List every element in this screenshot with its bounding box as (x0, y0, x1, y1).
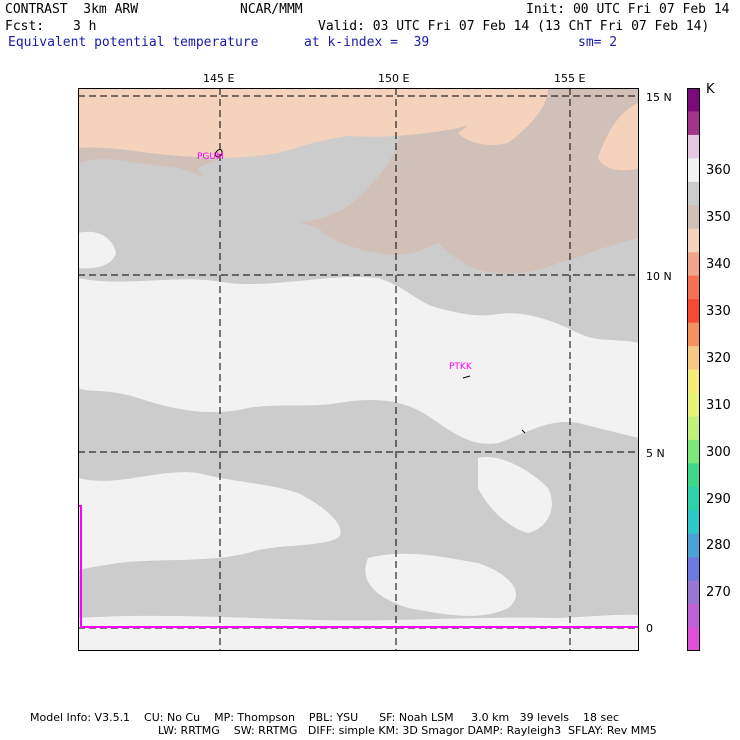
colorbar-swatch (687, 181, 700, 206)
colorbar-swatch (687, 205, 700, 230)
field-name: Equivalent potential temperature (8, 35, 259, 50)
white-band-equator (78, 614, 639, 651)
lat-tick-0: 0 (646, 622, 653, 635)
colorbar-label: 360 (706, 163, 731, 179)
colorbar-unit: K (706, 82, 715, 97)
peach-region-east (598, 103, 639, 171)
colorbar-swatch (687, 88, 700, 112)
lat-tick-5: 5 N (646, 447, 665, 460)
smoothing-info: sm= 2 (578, 35, 618, 50)
model-info-line2: LW: RRTMG SW: RRTMG DIFF: simple KM: 3D … (158, 724, 657, 737)
colorbar-swatch (687, 158, 700, 183)
valid-time: Valid: 03 UTC Fri 07 Feb 14 (13 ChT Fri … (318, 19, 710, 34)
colorbar-label: 300 (706, 444, 731, 460)
colorbar-label: 350 (706, 210, 731, 225)
forecast-label: Fcst: (5, 19, 45, 34)
colorbar-swatch (687, 416, 700, 441)
colorbar-swatch (687, 299, 700, 324)
colorbar-swatch (687, 463, 700, 488)
colorbar-swatch (687, 510, 700, 535)
colorbar-swatch (687, 346, 700, 370)
colorbar-swatch (687, 322, 700, 347)
colorbar-label: 290 (706, 491, 731, 507)
lat-tick-10: 10 N (646, 270, 672, 283)
colorbar-swatch (687, 533, 700, 558)
colorbar-swatch (687, 439, 700, 464)
forecast-hour: 3 h (73, 19, 97, 34)
colorbar-swatch (687, 557, 700, 582)
theta-e-map (78, 88, 639, 651)
white-patch-south (365, 553, 517, 616)
map-frame (78, 88, 639, 651)
peach-region-mid (458, 88, 548, 145)
lat-tick-15: 15 N (646, 91, 672, 104)
colorbar-swatch (687, 134, 700, 159)
lon-tick-155: 155 E (554, 72, 586, 85)
colorbar-swatch (687, 604, 700, 629)
colorbar-label: 330 (706, 303, 731, 319)
colorbar-swatch (687, 369, 700, 394)
colorbar-label: 320 (706, 350, 731, 366)
colorbar-swatch (687, 486, 700, 511)
colorbar-swatch (687, 627, 700, 651)
level-info: at k-index = 39 (304, 35, 430, 50)
colorbar-label: 310 (706, 397, 731, 413)
model-title: CONTRAST 3km ARW (5, 2, 139, 17)
white-patch-northwest (78, 231, 116, 269)
colorbar-swatch (687, 252, 700, 277)
peach-region-west (78, 88, 538, 158)
model-info-line1: Model Info: V3.5.1 CU: No Cu MP: Thompso… (30, 711, 620, 724)
colorbar-swatch (687, 275, 700, 300)
init-time: Init: 00 UTC Fri 07 Feb 14 (526, 2, 730, 17)
white-band-north (78, 276, 639, 444)
station-label-ptkk: PTKK (449, 362, 472, 372)
colorbar-swatch (687, 111, 700, 136)
organization: NCAR/MMM (240, 2, 303, 17)
colorbar-label: 270 (706, 585, 731, 601)
station-label-pgum: PGUM (197, 152, 224, 162)
white-patch-southeast (478, 457, 552, 533)
lon-tick-150: 150 E (378, 72, 410, 85)
pohnpei-island (521, 429, 526, 434)
lon-tick-145: 145 E (203, 72, 235, 85)
guam-island (214, 149, 223, 158)
chuuk-island (462, 375, 471, 379)
grey-intrusion (198, 118, 400, 222)
colorbar-swatch (687, 228, 700, 253)
colorbar-frame (687, 88, 700, 651)
colorbar-label: 340 (706, 256, 731, 272)
colorbar-swatch (687, 392, 700, 417)
colorbar (687, 88, 700, 651)
white-band-southwest (78, 472, 341, 570)
colorbar-swatch (687, 580, 700, 605)
domain-boundary (78, 505, 639, 628)
colorbar-label: 280 (706, 538, 731, 554)
